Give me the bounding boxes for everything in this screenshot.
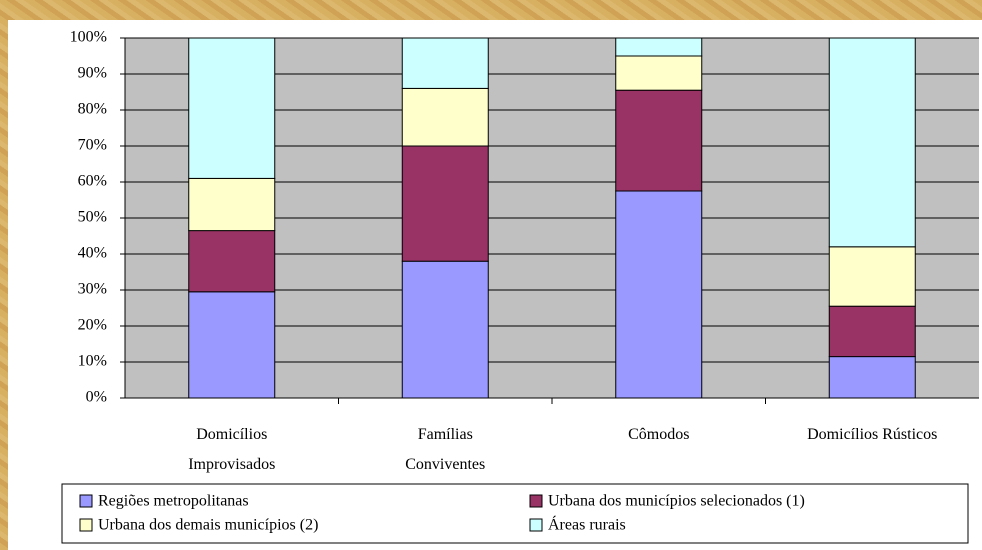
bar-segment	[188, 230, 276, 293]
x-tick-label: Domicílios Improvisados	[188, 426, 276, 473]
legend-label: Regiões metropolitanas	[98, 493, 249, 510]
y-tick-label: 100%	[70, 29, 107, 46]
y-tick-label: 90%	[78, 65, 107, 82]
x-tick-label: Cômodos	[628, 426, 690, 443]
y-tick-label: 0%	[86, 389, 107, 406]
legend-swatch	[529, 494, 543, 508]
bar-segment	[401, 260, 489, 399]
y-tick-label: 80%	[78, 101, 107, 118]
y-tick-label: 50%	[78, 209, 107, 226]
bar-segment	[615, 37, 703, 57]
y-tick-label: 70%	[78, 137, 107, 154]
legend-label: Urbana dos demais municípios (2)	[98, 517, 318, 534]
legend-label: Urbana dos municípios selecionados (1)	[548, 493, 805, 510]
legend-label: Áreas rurais	[548, 515, 626, 534]
legend-box	[61, 483, 969, 544]
bar-segment	[615, 89, 703, 192]
legend-swatch	[79, 518, 93, 532]
bar-segment	[401, 145, 489, 262]
bar-segment	[828, 37, 916, 248]
bar-segment	[188, 177, 276, 232]
y-tick-label: 20%	[78, 317, 107, 334]
bar-segment	[188, 291, 276, 399]
bar-segment	[188, 37, 276, 179]
y-tick-label: 40%	[78, 245, 107, 262]
bar-segment	[828, 356, 916, 399]
bar-segment	[828, 246, 916, 307]
bar-segment	[615, 190, 703, 399]
bar-segment	[401, 37, 489, 89]
bar-segment	[615, 55, 703, 91]
y-tick-label: 30%	[78, 281, 107, 298]
legend-swatch	[529, 518, 543, 532]
x-tick-label: Famílias Conviventes	[405, 426, 486, 473]
y-tick-label: 60%	[78, 173, 107, 190]
x-tick-label: Domicílios Rústicos	[807, 426, 938, 443]
bar-segment	[828, 305, 916, 358]
legend-swatch	[79, 494, 93, 508]
y-tick-label: 10%	[78, 353, 107, 370]
bar-segment	[401, 87, 489, 147]
